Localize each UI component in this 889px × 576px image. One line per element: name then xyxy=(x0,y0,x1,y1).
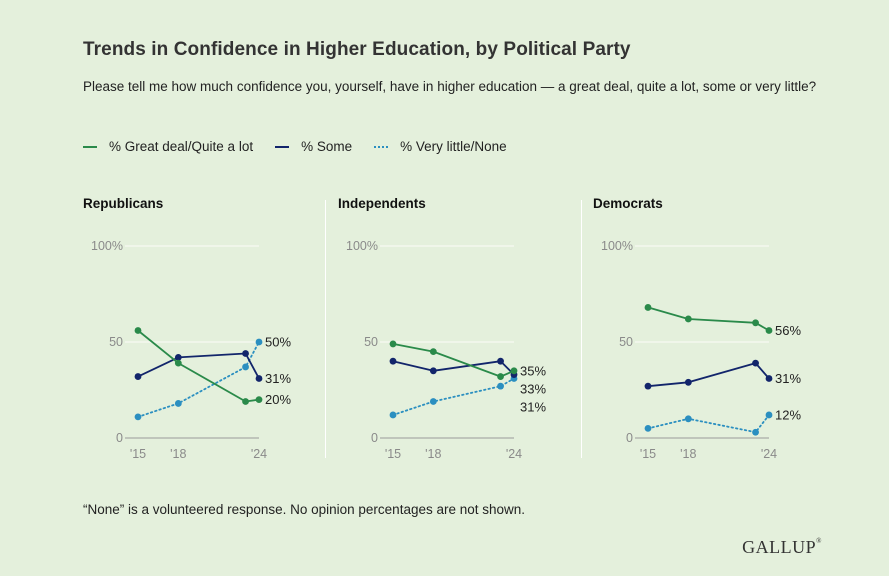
end-value-label-little: 12% xyxy=(775,407,801,422)
data-point-great xyxy=(765,327,773,334)
footnote: “None” is a volunteered response. No opi… xyxy=(83,502,526,517)
data-point-great xyxy=(752,319,759,327)
legend-swatch-little xyxy=(374,145,389,148)
data-point-little xyxy=(389,411,397,419)
data-point-great xyxy=(389,340,397,348)
x-tick-label: '15 xyxy=(385,447,401,461)
end-value-label-some: 33% xyxy=(520,381,546,396)
data-point-little xyxy=(684,415,692,423)
data-point-some xyxy=(497,357,504,365)
data-point-some xyxy=(752,359,759,367)
data-point-great xyxy=(684,315,692,323)
legend-label-some: % Some xyxy=(301,139,353,154)
data-point-little xyxy=(174,400,182,407)
series-line-great xyxy=(647,306,770,332)
gallup-logo: GALLUP® xyxy=(742,537,822,558)
data-point-some xyxy=(174,353,182,361)
end-value-label-little: 50% xyxy=(265,335,291,350)
y-tick-label: 50 xyxy=(109,335,123,349)
data-point-some xyxy=(134,373,142,380)
data-point-some xyxy=(255,375,263,382)
data-point-great xyxy=(255,396,263,403)
legend: % Great deal/Quite a lot % Some % Very l… xyxy=(83,139,529,154)
x-tick-label: '15 xyxy=(640,447,656,461)
legend-item-some: % Some xyxy=(275,139,352,154)
data-point-little xyxy=(644,425,652,432)
data-point-some xyxy=(389,357,397,365)
x-tick-label: '15 xyxy=(130,447,146,461)
data-point-little xyxy=(429,398,437,405)
data-point-great xyxy=(174,359,182,367)
y-tick-label: 50 xyxy=(619,335,633,349)
y-tick-label: 100% xyxy=(91,239,123,253)
data-point-great xyxy=(429,348,437,355)
series-line-little xyxy=(647,414,770,434)
chart-title: Trends in Confidence in Higher Education… xyxy=(83,39,631,60)
series-line-great xyxy=(137,329,260,403)
data-point-little xyxy=(242,363,249,371)
legend-item-little: % Very little/None xyxy=(374,139,507,154)
data-point-some xyxy=(429,367,437,375)
x-tick-label: '24 xyxy=(506,447,522,461)
panel-title: Republicans xyxy=(83,196,164,211)
data-point-great xyxy=(497,373,504,380)
panel-independents: Independents 0 50 100% '15 '18 '24 35% 33% 31% xyxy=(338,196,578,466)
y-tick-label: 50 xyxy=(364,335,378,349)
panel-republicans: Republicans 0 50 100% '15 '18 '24 50% 31% 20% xyxy=(83,196,323,466)
data-point-little xyxy=(134,413,142,421)
x-tick-label: '18 xyxy=(170,447,186,461)
panel-title: Independents xyxy=(338,196,426,211)
panel-title: Democrats xyxy=(593,196,663,211)
series-line-some xyxy=(647,362,770,388)
series-line-little xyxy=(392,377,515,416)
series-line-great xyxy=(392,343,515,378)
series-line-little xyxy=(137,341,260,418)
legend-swatch-great xyxy=(83,145,97,148)
x-tick-label: '18 xyxy=(425,447,441,461)
y-tick-label: 0 xyxy=(626,431,633,445)
legend-label-little: % Very little/None xyxy=(400,139,507,154)
data-point-some xyxy=(765,375,773,382)
gallup-logo-text: GALLUP xyxy=(742,537,817,557)
data-point-great xyxy=(134,327,142,334)
end-value-label-little: 31% xyxy=(520,399,546,414)
trademark-mark: ® xyxy=(816,537,822,545)
data-point-some xyxy=(242,350,249,357)
data-point-some xyxy=(644,382,652,390)
series-line-some xyxy=(137,352,260,379)
legend-swatch-some xyxy=(275,145,290,148)
data-point-little xyxy=(752,428,759,436)
y-tick-label: 0 xyxy=(116,431,123,445)
data-point-great xyxy=(510,367,518,375)
data-point-little xyxy=(497,382,504,390)
end-value-label-great: 20% xyxy=(265,392,291,407)
data-point-great xyxy=(644,304,652,311)
data-point-some xyxy=(684,378,692,386)
legend-label-great: % Great deal/Quite a lot xyxy=(109,139,254,154)
panel-democrats: Democrats 0 50 100% '15 '18 '24 56% 31% 12% xyxy=(593,196,833,466)
data-point-little xyxy=(765,411,773,419)
y-tick-label: 100% xyxy=(346,239,378,253)
data-point-little xyxy=(255,338,263,346)
x-tick-label: '18 xyxy=(680,447,696,461)
chart-democrats: 0 50 100% '15 '18 '24 56% 31% 12% xyxy=(601,239,801,461)
x-tick-label: '24 xyxy=(761,447,777,461)
chart-independents: 0 50 100% '15 '18 '24 35% 33% 31% xyxy=(346,239,546,461)
y-tick-label: 100% xyxy=(601,239,633,253)
data-point-great xyxy=(242,398,249,405)
end-value-label-great: 56% xyxy=(775,323,801,338)
chart-republicans: 0 50 100% '15 '18 '24 50% 31% 20% xyxy=(91,239,291,461)
end-value-label-great: 35% xyxy=(520,363,546,378)
end-value-label-some: 31% xyxy=(265,371,291,386)
legend-item-great: % Great deal/Quite a lot xyxy=(83,139,253,154)
end-value-label-some: 31% xyxy=(775,371,801,386)
x-tick-label: '24 xyxy=(251,447,267,461)
y-tick-label: 0 xyxy=(371,431,378,445)
series-line-some xyxy=(392,360,515,376)
panel-divider xyxy=(325,200,326,458)
panel-divider xyxy=(581,200,582,458)
chart-subtitle: Please tell me how much confidence you, … xyxy=(83,79,817,94)
